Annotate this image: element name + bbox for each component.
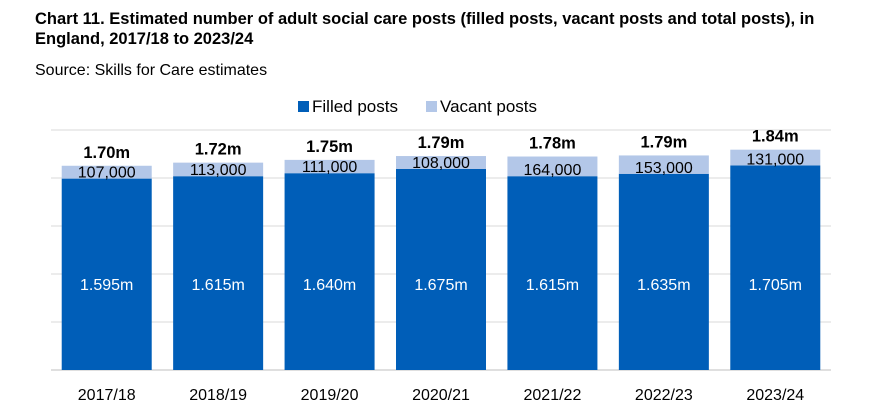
data-label-filled: 1.640m (303, 277, 356, 294)
bar-vacant-posts (284, 159, 375, 174)
bar-filled-posts (396, 169, 486, 370)
bar-vacant-posts (618, 155, 709, 174)
data-label-filled: 1.635m (637, 277, 690, 294)
x-tick-label: 2022/23 (635, 387, 693, 404)
data-label-total: 1.70m (83, 144, 130, 162)
data-label-vacant: 164,000 (524, 162, 582, 179)
data-label-vacant: 153,000 (635, 160, 693, 177)
data-label-total: 1.72m (195, 141, 242, 159)
bar-vacant-posts (173, 162, 264, 177)
data-label-total: 1.78m (529, 135, 576, 153)
data-label-vacant: 107,000 (78, 165, 136, 182)
bar-vacant-posts (61, 165, 152, 179)
data-label-total: 1.79m (418, 134, 465, 152)
legend-swatch-filled (298, 101, 309, 112)
bar-vacant-posts (507, 156, 598, 177)
bar-filled-posts (618, 173, 709, 370)
data-label-filled: 1.615m (526, 277, 579, 294)
bar-filled-posts (284, 173, 375, 370)
chart-source: Source: Skills for Care estimates (35, 62, 268, 79)
legend-swatch-vacant (426, 101, 437, 112)
x-tick-label: 2021/22 (524, 387, 582, 404)
data-label-total: 1.79m (640, 133, 687, 151)
x-tick-label: 2020/21 (412, 387, 470, 404)
bars (61, 149, 821, 370)
legend-label-vacant: Vacant posts (440, 97, 537, 116)
data-label-vacant: 108,000 (412, 155, 470, 172)
x-tick-label: 2018/19 (189, 387, 247, 404)
data-label-total: 1.75m (306, 138, 353, 156)
data-label-filled: 1.675m (414, 277, 467, 294)
legend-label-filled: Filled posts (312, 97, 398, 116)
x-tick-label: 2017/18 (78, 387, 136, 404)
bar-filled-posts (507, 176, 598, 370)
data-label-total: 1.84m (752, 128, 799, 146)
data-label-vacant: 113,000 (190, 162, 247, 179)
chart-title: Chart 11. Estimated number of adult soci… (35, 10, 815, 48)
x-tick-label: 2019/20 (301, 387, 359, 404)
data-label-vacant: 131,000 (746, 151, 804, 168)
legend: Filled posts Vacant posts (298, 97, 537, 116)
data-labels: 1.595m 107,000 1.70m 1.615m 113,000 1.72m 1.64… (78, 128, 805, 294)
bar-filled-posts (61, 178, 152, 370)
data-label-filled: 1.615m (191, 277, 244, 294)
data-label-vacant: 111,000 (302, 159, 358, 176)
bar-vacant-posts (396, 156, 486, 169)
bar-filled-posts (730, 165, 821, 370)
bar-filled-posts (173, 176, 264, 370)
data-label-filled: 1.595m (80, 277, 133, 294)
bar-vacant-posts (730, 149, 821, 166)
x-tick-label: 2023/24 (746, 387, 804, 404)
x-axis: 2017/18 2018/19 2019/20 2020/21 2021/22 2022/… (78, 387, 805, 404)
data-label-filled: 1.705m (749, 277, 802, 294)
